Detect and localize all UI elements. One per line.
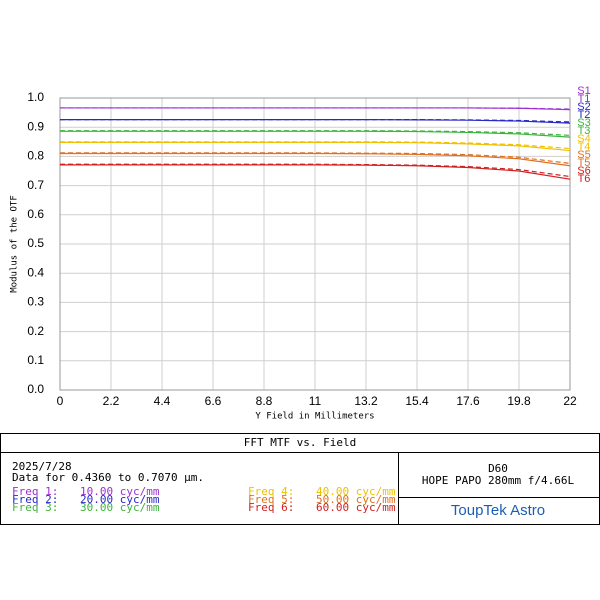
mtf-line (60, 130, 571, 138)
series-label: T6 (578, 173, 591, 185)
y-tick-label: 0.2 (27, 324, 44, 338)
x-tick-label: 15.4 (405, 394, 429, 408)
y-tick-label: 1.0 (27, 90, 44, 104)
series-label: T1 (578, 93, 591, 105)
freq-label: Freq 5: (248, 493, 294, 506)
freq-value: 50.00 cyc/mm (316, 493, 396, 506)
y-tick-label: 0.8 (27, 149, 44, 163)
y-tick-label: 0.3 (27, 295, 44, 309)
y-tick-label: 0.5 (27, 236, 44, 250)
mtf-line (60, 152, 571, 167)
x-tick-label: 11 (309, 394, 322, 408)
series-label: S2 (577, 101, 590, 113)
y-tick-label: 0.0 (27, 382, 44, 396)
freq-value: 10.00 cyc/mm (80, 485, 160, 498)
series-label: T3 (578, 125, 591, 137)
freq-label: Freq 2: (12, 493, 58, 506)
series-label: S5 (577, 149, 590, 161)
x-axis-label: Y Field in Millimeters (255, 412, 374, 422)
wavelength-range: Data for 0.4360 to 0.7070 µm. (12, 471, 204, 484)
series-label: S6 (577, 165, 590, 177)
freq-value: 20.00 cyc/mm (80, 493, 160, 506)
freq-value: 30.00 cyc/mm (80, 501, 160, 514)
x-tick-label: 4.4 (154, 394, 171, 408)
mtf-line (60, 164, 571, 180)
x-tick-label: 22 (563, 394, 577, 408)
x-tick-label: 8.8 (256, 394, 273, 408)
x-tick-label: 13.2 (354, 394, 378, 408)
x-tick-label: 0 (57, 394, 64, 408)
x-tick-label: 19.8 (507, 394, 531, 408)
y-tick-label: 0.4 (27, 265, 44, 279)
brand-logo: ToupTek Astro (451, 502, 545, 519)
x-tick-label: 17.6 (456, 394, 480, 408)
series-label: T4 (578, 141, 591, 153)
freq-label: Freq 4: (248, 485, 294, 498)
freq-label: Freq 6: (248, 501, 294, 514)
y-axis-label: Modulus of the OTF (10, 195, 20, 293)
y-tick-label: 0.6 (27, 207, 44, 221)
series-label: S4 (577, 133, 590, 145)
plot-frame (59, 97, 571, 391)
series-label: T5 (578, 157, 591, 169)
series-label: S3 (577, 117, 590, 129)
x-tick-label: 6.6 (205, 394, 222, 408)
x-tick-label: 2.2 (103, 394, 120, 408)
mtf-line (60, 107, 571, 111)
footer-title: FFT MTF vs. Field (244, 436, 357, 449)
y-tick-label: 0.7 (27, 178, 44, 192)
lens-id: D60 (488, 462, 508, 475)
freq-label: Freq 1: (12, 485, 58, 498)
date: 2025/7/28 (12, 460, 72, 473)
mtf-line (60, 141, 571, 152)
series-label: T2 (578, 109, 591, 121)
series-label: S1 (577, 85, 590, 97)
lens-name: HOPE PAPO 280mm f/4.66L (422, 474, 575, 487)
y-tick-label: 0.1 (27, 353, 44, 367)
freq-label: Freq 3: (12, 501, 58, 514)
y-tick-label: 0.9 (27, 119, 44, 133)
freq-value: 40.00 cyc/mm (316, 485, 396, 498)
freq-value: 60.00 cyc/mm (316, 501, 396, 514)
mtf-line (60, 119, 571, 124)
